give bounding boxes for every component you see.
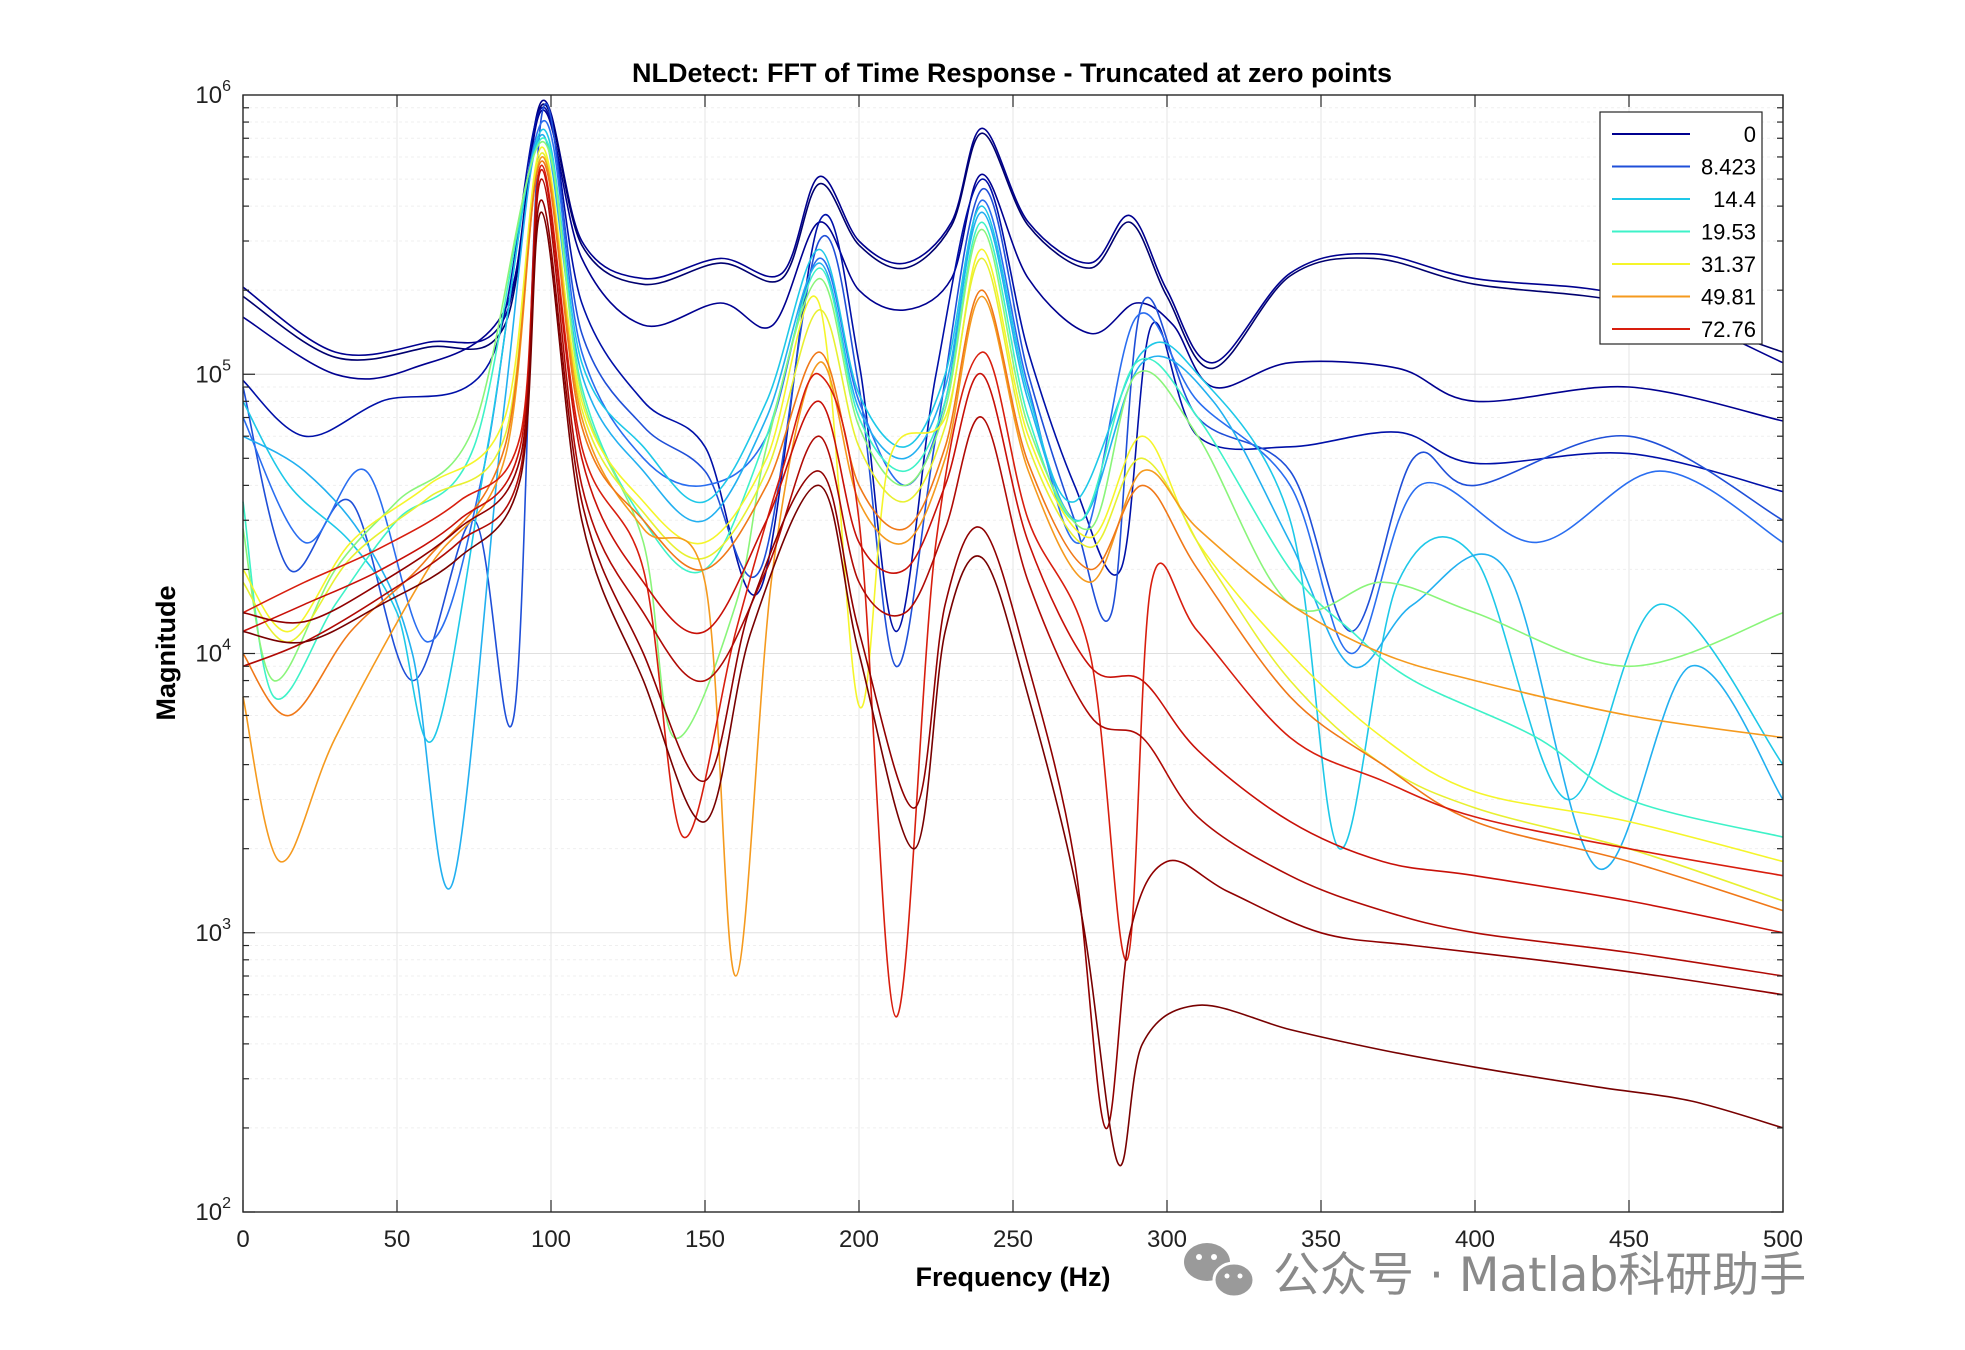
series-line-18 [242,199,1784,1129]
legend-label: 31.37 [1701,252,1756,277]
series-line-5 [242,103,1784,728]
x-tick-labels: 0 50 100 150 200 250 300 350 400 450 500 [236,1226,1803,1253]
legend-label: 8.423 [1701,155,1756,180]
legend-label: 19.53 [1701,220,1756,245]
x-tick-label: 350 [1301,1226,1341,1253]
series-line-16 [242,168,1784,934]
x-tick-label: 200 [839,1226,879,1253]
x-tick-label: 50 [384,1226,411,1253]
legend-box [1599,111,1763,345]
series-line-11 [242,146,1784,863]
legend-label: 0 [1744,122,1756,147]
series-line-8 [242,133,1784,890]
y-tick-label: 103 [195,916,231,947]
x-tick-label: 500 [1763,1226,1803,1253]
x-axis-label: Frequency (Hz) [915,1262,1110,1292]
x-tick-label: 150 [685,1226,725,1253]
x-tick-label: 450 [1609,1226,1649,1253]
legend-label: 49.81 [1701,285,1756,310]
y-tick-label: 106 [195,78,231,109]
x-tick-label: 300 [1147,1226,1187,1253]
axis-ticks [242,95,1784,1213]
x-tick-label: 0 [236,1226,249,1253]
chart-title: NLDetect: FFT of Time Response - Truncat… [632,58,1392,88]
y-axis-label: Magnitude [151,586,181,721]
x-tick-label: 250 [993,1226,1033,1253]
series-line-15 [242,164,1784,1018]
legend: 0 8.423 14.4 19.53 31.37 49.81 72.76 [1599,111,1763,345]
x-tick-label: 400 [1455,1226,1495,1253]
series-line-12 [242,152,1784,902]
y-tick-labels: 102 103 104 105 106 [195,78,231,1226]
series-line-13 [242,156,1784,977]
wechat-icon [1184,1243,1256,1299]
series-line-19 [242,211,1784,1167]
y-tick-label: 102 [195,1195,231,1226]
series-line-9 [242,137,1784,838]
series-line-14 [242,160,1784,912]
series-lines [242,99,1784,1167]
series-line-10 [242,141,1784,740]
watermark: 公众号 · Matlab科研助手 [1184,1243,1806,1303]
y-tick-label: 105 [195,357,231,388]
legend-label: 14.4 [1713,187,1756,212]
watermark-text: 公众号 · Matlab科研助手 [1273,1248,1806,1303]
series-line-7 [242,128,1784,850]
y-tick-label: 104 [195,637,231,668]
series-line-4 [242,106,1784,633]
legend-label: 72.76 [1701,317,1756,342]
x-tick-label: 100 [531,1226,571,1253]
